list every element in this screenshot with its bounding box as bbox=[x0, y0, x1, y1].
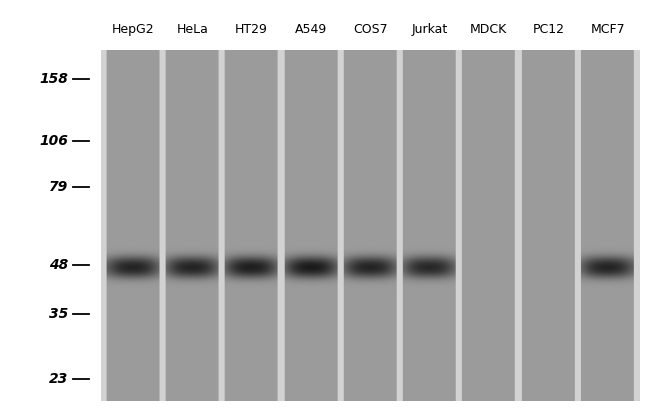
Text: 23: 23 bbox=[49, 372, 68, 387]
Text: HepG2: HepG2 bbox=[112, 23, 155, 36]
Text: MCF7: MCF7 bbox=[590, 23, 625, 36]
Text: COS7: COS7 bbox=[353, 23, 388, 36]
Text: A549: A549 bbox=[295, 23, 328, 36]
Text: PC12: PC12 bbox=[532, 23, 565, 36]
Text: 79: 79 bbox=[49, 180, 68, 194]
Text: MDCK: MDCK bbox=[470, 23, 507, 36]
Text: 48: 48 bbox=[49, 258, 68, 272]
Text: HeLa: HeLa bbox=[176, 23, 208, 36]
Text: 35: 35 bbox=[49, 307, 68, 321]
Text: 158: 158 bbox=[40, 72, 68, 86]
Text: Jurkat: Jurkat bbox=[411, 23, 448, 36]
Text: HT29: HT29 bbox=[235, 23, 268, 36]
Text: 106: 106 bbox=[40, 134, 68, 148]
